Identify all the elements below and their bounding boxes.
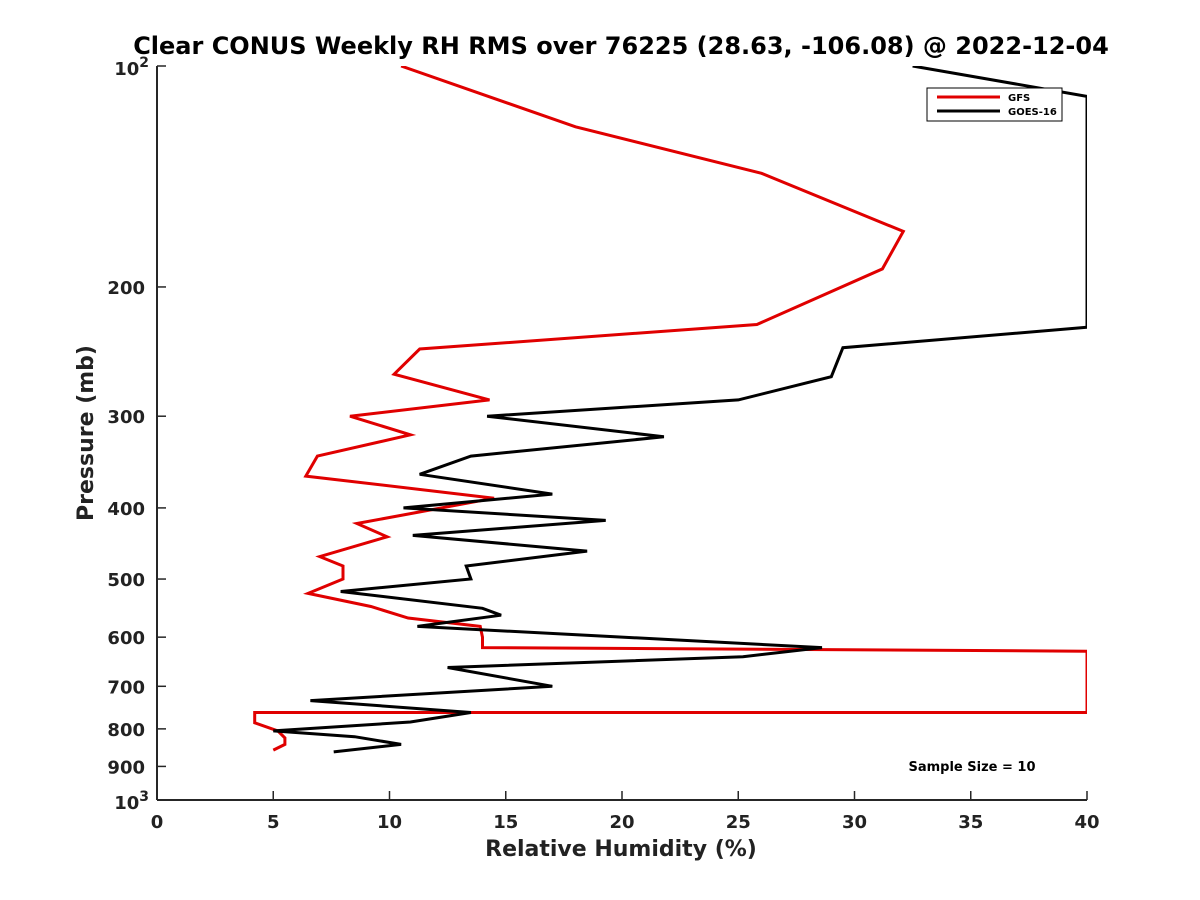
series-line-goes16 xyxy=(273,66,1087,754)
y-axis-label: Pressure (mb) xyxy=(74,345,99,521)
y-ticks: 102 200 300 400 500 600 700 800 900 103 xyxy=(107,55,166,814)
x-ticks: 0 5 10 15 20 25 30 35 40 xyxy=(151,791,1100,833)
y-tick-label: 700 xyxy=(107,677,145,698)
y-tick-label: 800 xyxy=(107,720,145,741)
sample-size-annotation: Sample Size = 10 xyxy=(908,760,1035,775)
x-tick-label: 30 xyxy=(842,812,867,833)
x-tick-label: 0 xyxy=(151,812,164,833)
plot-area xyxy=(253,66,1087,754)
x-tick-label: 20 xyxy=(609,812,634,833)
y-tick-label: 300 xyxy=(107,407,145,428)
chart-title: Clear CONUS Weekly RH RMS over 76225 (28… xyxy=(133,32,1109,60)
y-tick-label: 500 xyxy=(107,570,145,591)
legend-label-goes16: GOES-16 xyxy=(1008,107,1057,118)
y-tick-label: 900 xyxy=(107,757,145,778)
legend-label-gfs: GFS xyxy=(1008,93,1030,104)
series-line-gfs xyxy=(253,66,1087,752)
y-tick-label: 102 xyxy=(114,55,149,80)
y-tick-label: 600 xyxy=(107,628,145,649)
legend-box xyxy=(926,87,1063,122)
y-tick-label: 400 xyxy=(107,499,145,520)
y-tick-label: 200 xyxy=(107,278,145,299)
x-tick-label: 5 xyxy=(267,812,280,833)
x-axis-label: Relative Humidity (%) xyxy=(485,837,757,862)
legend: GFS GOES-16 xyxy=(926,87,1063,122)
x-tick-label: 10 xyxy=(377,812,402,833)
x-tick-label: 25 xyxy=(726,812,751,833)
x-tick-label: 40 xyxy=(1074,812,1099,833)
x-tick-label: 15 xyxy=(493,812,518,833)
x-tick-label: 35 xyxy=(958,812,983,833)
y-tick-label: 103 xyxy=(114,789,149,814)
